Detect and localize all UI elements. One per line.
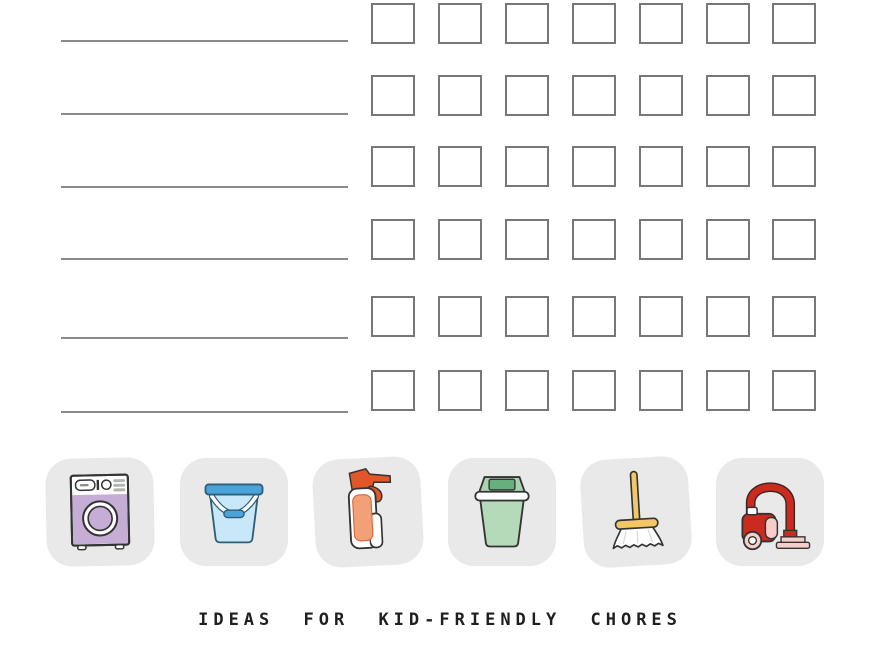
chore-checkbox[interactable] [572,370,616,411]
chore-checkbox[interactable] [772,75,816,116]
chore-checkbox[interactable] [505,146,549,187]
chore-checkbox[interactable] [772,146,816,187]
chore-tile-spray-bottle [311,455,425,569]
chore-checkbox[interactable] [639,75,683,116]
chore-checkbox[interactable] [505,370,549,411]
chore-name-field[interactable] [61,411,348,413]
chore-tile-bucket [180,458,288,566]
chore-name-field[interactable] [61,186,348,188]
chore-checkbox[interactable] [572,219,616,260]
chore-checkbox[interactable] [639,296,683,337]
chore-checkbox[interactable] [505,3,549,44]
washing-machine-icon [69,473,131,551]
chore-checkbox[interactable] [572,3,616,44]
chore-name-field[interactable] [61,40,348,42]
chore-checkbox[interactable] [438,75,482,116]
chore-tile-vacuum [716,458,824,566]
chore-checkbox[interactable] [438,296,482,337]
chore-checkbox[interactable] [706,296,750,337]
spray-bottle-icon [347,467,392,550]
chore-name-field[interactable] [61,113,348,115]
chore-checkbox[interactable] [371,146,415,187]
chore-tile-trash-can [448,458,556,566]
chore-checkbox[interactable] [505,219,549,260]
chore-checkbox[interactable] [438,146,482,187]
chore-checkbox[interactable] [706,146,750,187]
vacuum-icon [741,482,811,551]
chore-checkbox[interactable] [572,296,616,337]
chore-tile-washing-machine [44,456,156,568]
chore-checkbox[interactable] [706,75,750,116]
chore-checkbox[interactable] [371,3,415,44]
chore-checkbox[interactable] [438,370,482,411]
chore-idea-tiles [44,454,824,570]
chore-checkbox[interactable] [772,370,816,411]
chore-checkbox[interactable] [706,370,750,411]
chore-checkbox[interactable] [572,146,616,187]
chore-checkbox[interactable] [371,296,415,337]
chore-checkbox[interactable] [438,3,482,44]
chore-checkbox[interactable] [505,296,549,337]
trash-can-icon [474,476,530,548]
chore-name-field[interactable] [61,258,348,260]
chore-checkbox[interactable] [371,219,415,260]
chore-checkbox[interactable] [371,75,415,116]
bucket-icon [204,483,264,544]
chore-checkbox[interactable] [438,219,482,260]
broom-icon [612,470,664,550]
chore-checkbox[interactable] [706,3,750,44]
chore-checkbox[interactable] [772,296,816,337]
chore-checkbox[interactable] [572,75,616,116]
chore-checkbox[interactable] [639,3,683,44]
chore-checkbox[interactable] [639,370,683,411]
chore-checkbox[interactable] [505,75,549,116]
chore-name-field[interactable] [61,337,348,339]
chore-checkbox[interactable] [772,3,816,44]
chore-checkbox[interactable] [639,146,683,187]
chore-checkbox[interactable] [371,370,415,411]
chore-checkbox[interactable] [639,219,683,260]
caption-text: IDEAS FOR KID-FRIENDLY CHORES [198,610,682,630]
chore-checkbox[interactable] [706,219,750,260]
chore-tile-broom [578,454,694,570]
chore-checkbox[interactable] [772,219,816,260]
